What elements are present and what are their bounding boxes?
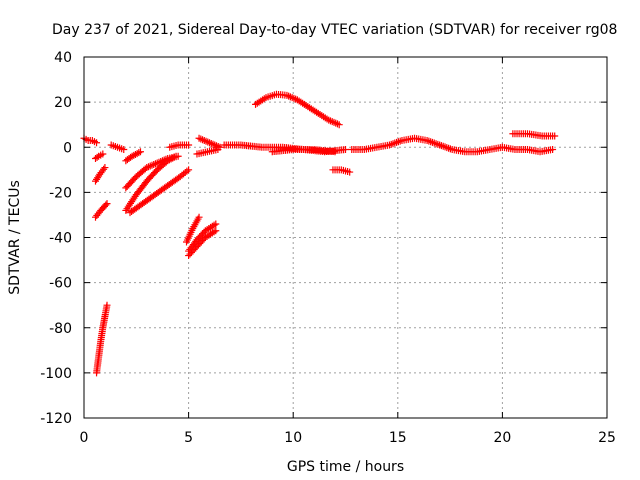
data-point xyxy=(185,166,193,174)
data-point xyxy=(212,227,220,235)
series-s12 xyxy=(183,213,203,246)
data-point xyxy=(549,146,557,154)
series-s23 xyxy=(509,130,559,140)
data-point xyxy=(101,164,109,172)
data-point xyxy=(551,132,559,140)
y-tick-label: 0 xyxy=(63,140,72,156)
series-s07 xyxy=(122,148,144,165)
data-point xyxy=(172,152,180,160)
data-point xyxy=(183,167,191,175)
data-point xyxy=(135,149,143,157)
data-point xyxy=(99,150,107,158)
series-s11 xyxy=(166,141,193,151)
series-s18 xyxy=(268,146,339,156)
series-s16 xyxy=(193,146,222,158)
x-tick-label: 5 xyxy=(184,430,193,446)
x-tick-label: 0 xyxy=(80,430,89,446)
data-point xyxy=(331,148,339,156)
series-s03 xyxy=(92,164,109,185)
data-points xyxy=(80,90,559,377)
series-s06 xyxy=(107,141,128,154)
chart-title: Day 237 of 2021, Sidereal Day-to-day VTE… xyxy=(52,22,617,38)
x-axis-label: GPS time / hours xyxy=(287,459,404,475)
data-point xyxy=(185,141,193,149)
data-point xyxy=(120,146,128,154)
data-point xyxy=(214,146,222,154)
y-axis-label: SDTVAR / TECUs xyxy=(7,180,23,295)
data-point xyxy=(93,153,101,161)
series-s22 xyxy=(498,143,557,156)
data-point xyxy=(212,220,220,228)
data-point xyxy=(103,301,111,309)
x-tick-label: 20 xyxy=(493,430,511,446)
x-tick-label: 10 xyxy=(284,430,302,446)
series-s04 xyxy=(92,200,111,221)
data-point xyxy=(346,168,354,176)
tick-labels: 0 5 10 15 20 25 -120 -100 -80 -60 -40 -20 0 20 40 xyxy=(40,50,616,446)
y-tick-label: -100 xyxy=(40,366,72,382)
data-point xyxy=(195,213,203,221)
data-point xyxy=(103,200,111,208)
y-tick-label: 20 xyxy=(54,95,72,111)
series-s05 xyxy=(93,301,111,377)
x-tick-label: 15 xyxy=(389,430,407,446)
x-tick-label: 25 xyxy=(598,430,616,446)
axis-ticks xyxy=(83,56,608,419)
series-s20 xyxy=(329,166,354,176)
series-s09 xyxy=(122,152,180,214)
series-s10 xyxy=(126,166,193,217)
data-point xyxy=(136,148,144,156)
grid xyxy=(84,57,607,418)
series-s14 xyxy=(185,220,220,255)
y-tick-label: -60 xyxy=(49,276,72,292)
data-point xyxy=(102,201,110,209)
y-tick-label: -20 xyxy=(49,185,72,201)
y-tick-label: -120 xyxy=(40,411,72,427)
data-point xyxy=(335,121,343,129)
y-tick-label: -40 xyxy=(49,231,72,247)
data-point xyxy=(100,165,108,173)
series-s21 xyxy=(348,134,506,156)
data-point xyxy=(342,146,349,154)
series-s02 xyxy=(92,150,107,163)
y-tick-label: 40 xyxy=(54,50,72,66)
data-point xyxy=(170,153,178,161)
series-s01 xyxy=(80,134,101,147)
series-s19 xyxy=(252,90,343,129)
y-tick-label: -80 xyxy=(49,321,72,337)
data-point xyxy=(93,139,101,147)
